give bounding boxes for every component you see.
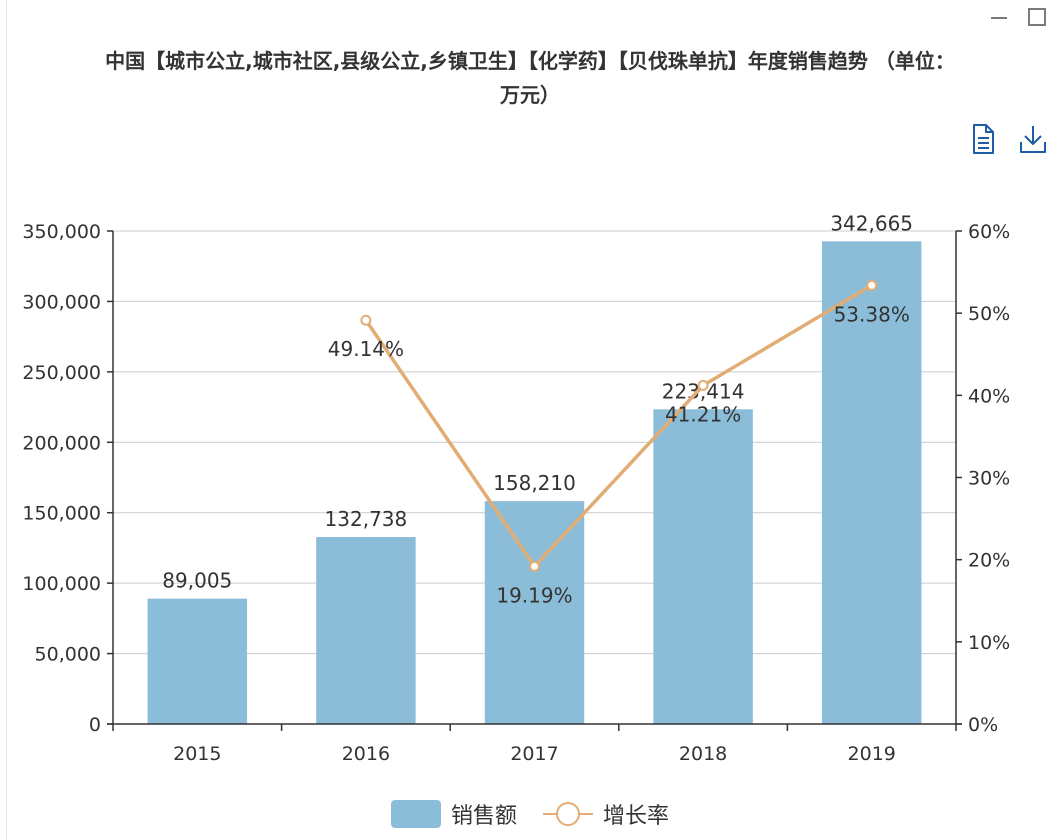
- legend-label-growth: 增长率: [603, 804, 670, 829]
- growth-value-label: 49.14%: [328, 337, 404, 361]
- growth-point-2019[interactable]: [866, 279, 878, 291]
- download-icon: [1020, 126, 1046, 153]
- legend-item-sales[interactable]: 销售额: [390, 798, 517, 830]
- y-left-tick-label: 250,000: [22, 362, 101, 384]
- legend-line-marker: [556, 802, 580, 826]
- bar-value-label: 89,005: [162, 569, 232, 593]
- growth-value-label: 19.19%: [496, 583, 572, 607]
- chart-toolbox: [968, 122, 1048, 156]
- bar-value-label: 132,738: [325, 507, 408, 531]
- chart-plot: 0 50,000 100,000 150,000 200,000 250,000 300,0…: [22, 211, 1010, 765]
- y-right-tick-label: 50%: [968, 303, 1010, 325]
- bar-2017[interactable]: [484, 501, 585, 724]
- growth-point-2016[interactable]: [360, 314, 372, 326]
- minimize-icon: [991, 17, 1007, 19]
- data-view-button[interactable]: [968, 122, 998, 156]
- x-tick-label: 2019: [848, 743, 896, 765]
- y-left-tick-label: 200,000: [22, 432, 101, 454]
- chart-title: 中国【城市公立,城市社区,县级公立,乡镇卫生】【化学药】【贝伐珠单抗】年度销售趋…: [105, 49, 955, 107]
- growth-value-label: 41.21%: [665, 402, 741, 426]
- minimize-button[interactable]: [986, 4, 1012, 30]
- bar-value-label: 342,665: [830, 211, 913, 235]
- growth-value-label: 53.38%: [834, 302, 910, 326]
- legend-bar-swatch: [390, 800, 441, 828]
- y-right-tick-label: 20%: [968, 550, 1010, 572]
- y-right-tick-label: 0%: [968, 714, 998, 736]
- x-tick-label: 2015: [173, 743, 221, 765]
- legend-label-sales: 销售额: [450, 804, 517, 829]
- left-border: [6, 0, 7, 840]
- y-left-tick-label: 0: [89, 714, 101, 736]
- y-right-tick-label: 30%: [968, 468, 1010, 490]
- x-tick-label: 2017: [510, 743, 558, 765]
- bar-2018[interactable]: [653, 409, 753, 724]
- x-tick-label: 2018: [679, 743, 727, 765]
- y-right-tick-label: 10%: [968, 632, 1010, 654]
- bar-value-label: 158,210: [493, 471, 576, 495]
- growth-rate-line: [364, 283, 873, 569]
- maximize-icon: [1028, 8, 1046, 26]
- growth-point-2018[interactable]: [697, 379, 709, 391]
- download-button[interactable]: [1018, 122, 1048, 156]
- y-left-tick-label: 50,000: [35, 644, 101, 666]
- growth-point-2017[interactable]: [529, 560, 540, 572]
- legend-item-growth[interactable]: 增长率: [543, 798, 669, 830]
- chart-legend: 销售额 增长率: [0, 798, 1060, 830]
- window-controls: [986, 4, 1050, 30]
- y-left-tick-label: 350,000: [22, 221, 101, 243]
- y-left-tick-label: 100,000: [22, 573, 101, 595]
- y-right-tick-label: 40%: [968, 385, 1010, 407]
- bar-2016[interactable]: [316, 537, 416, 724]
- maximize-button[interactable]: [1024, 4, 1050, 30]
- x-tick-label: 2016: [342, 743, 390, 765]
- y-left-tick-label: 300,000: [22, 291, 101, 313]
- y-left-tick-label: 150,000: [22, 503, 101, 525]
- document-icon: [973, 124, 994, 154]
- y-right-tick-label: 60%: [968, 221, 1010, 243]
- legend-line-swatch: [543, 802, 593, 826]
- bar-2015[interactable]: [147, 598, 248, 724]
- bar-2019[interactable]: [821, 241, 922, 724]
